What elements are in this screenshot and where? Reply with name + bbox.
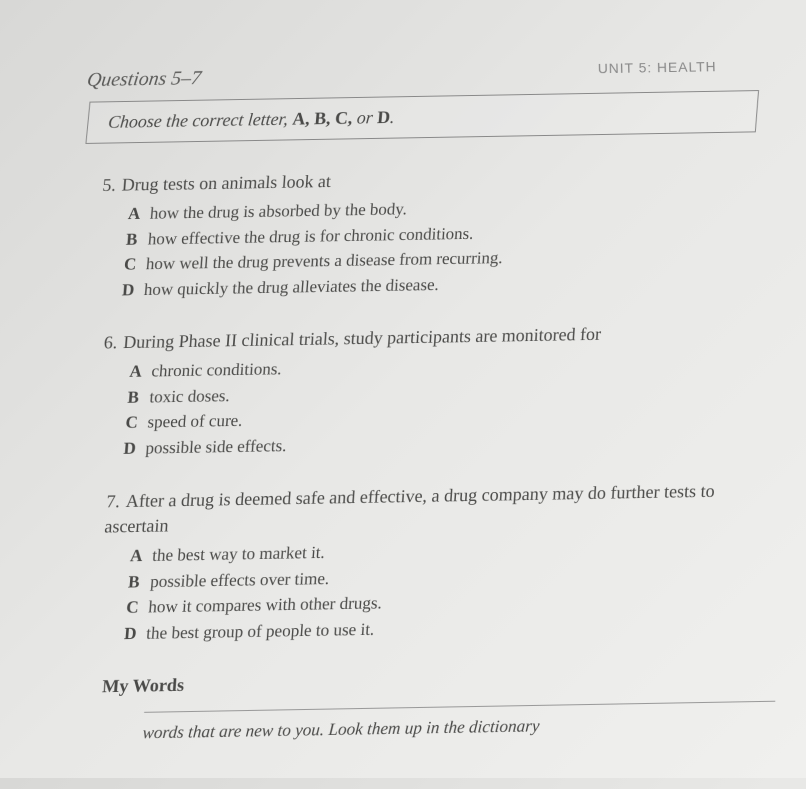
question-6: 6.During Phase II clinical trials, study… (95, 319, 769, 462)
option-text: speed of cure. (147, 411, 243, 432)
option-text: chronic conditions. (151, 360, 283, 381)
question-number: 7. (105, 489, 121, 515)
instruction-letters: A, B, C, (292, 108, 354, 129)
option-letter: B (125, 226, 149, 252)
option-text: possible effects over time. (150, 569, 330, 591)
option-letter: B (127, 569, 151, 595)
bottom-partial-text: words that are new to you. Look them up … (142, 700, 776, 743)
option-letter: C (123, 252, 147, 278)
option-letter: B (127, 384, 151, 410)
option-text: how well the drug prevents a disease fro… (145, 248, 503, 273)
page-content: UNIT 5: HEALTH Questions 5–7 Choose the … (0, 57, 806, 746)
option-letter: C (125, 595, 149, 621)
option-letter: A (127, 201, 151, 227)
question-5: 5.Drug tests on animals look at Ahow the… (93, 162, 764, 303)
option-text: how it compares with other drugs. (148, 594, 383, 617)
option-letter: A (129, 359, 153, 385)
question-text: During Phase II clinical trials, study p… (123, 324, 602, 352)
option-text: the best way to market it. (152, 543, 326, 565)
question-options: Achronic conditions. Btoxic doses. Cspee… (123, 348, 768, 461)
option-letter: C (125, 410, 149, 436)
option-letter: D (121, 277, 145, 303)
question-options: Athe best way to market it. Bpossible ef… (123, 533, 771, 647)
option-text: the best group of people to use it. (146, 620, 375, 643)
option-text: possible side effects. (145, 436, 287, 458)
option-letter: D (123, 621, 147, 647)
question-options: Ahow the drug is absorbed by the body. B… (121, 191, 763, 303)
question-7: 7.After a drug is deemed safe and effect… (95, 478, 775, 648)
question-text: After a drug is deemed safe and effectiv… (104, 481, 716, 537)
question-number: 5. (102, 173, 117, 198)
question-stem: 7.After a drug is deemed safe and effect… (103, 478, 774, 540)
question-number: 6. (103, 330, 118, 355)
option-text: how quickly the drug alleviates the dise… (143, 275, 439, 299)
question-text: Drug tests on animals look at (121, 171, 332, 194)
option-text: toxic doses. (149, 386, 231, 406)
instruction-period: . (389, 107, 395, 127)
instruction-box: Choose the correct letter, A, B, C, or D… (85, 90, 759, 144)
instruction-suffix: or (352, 107, 379, 127)
option-letter: A (129, 543, 153, 569)
questions-range-label: Questions 5–7 (86, 58, 758, 92)
instruction-prefix: Choose the correct letter, (107, 109, 293, 132)
option-text: how effective the drug is for chronic co… (147, 224, 474, 248)
my-words-heading: My Words (101, 664, 773, 697)
option-letter: D (123, 435, 147, 461)
option-text: how the drug is absorbed by the body. (149, 200, 407, 223)
